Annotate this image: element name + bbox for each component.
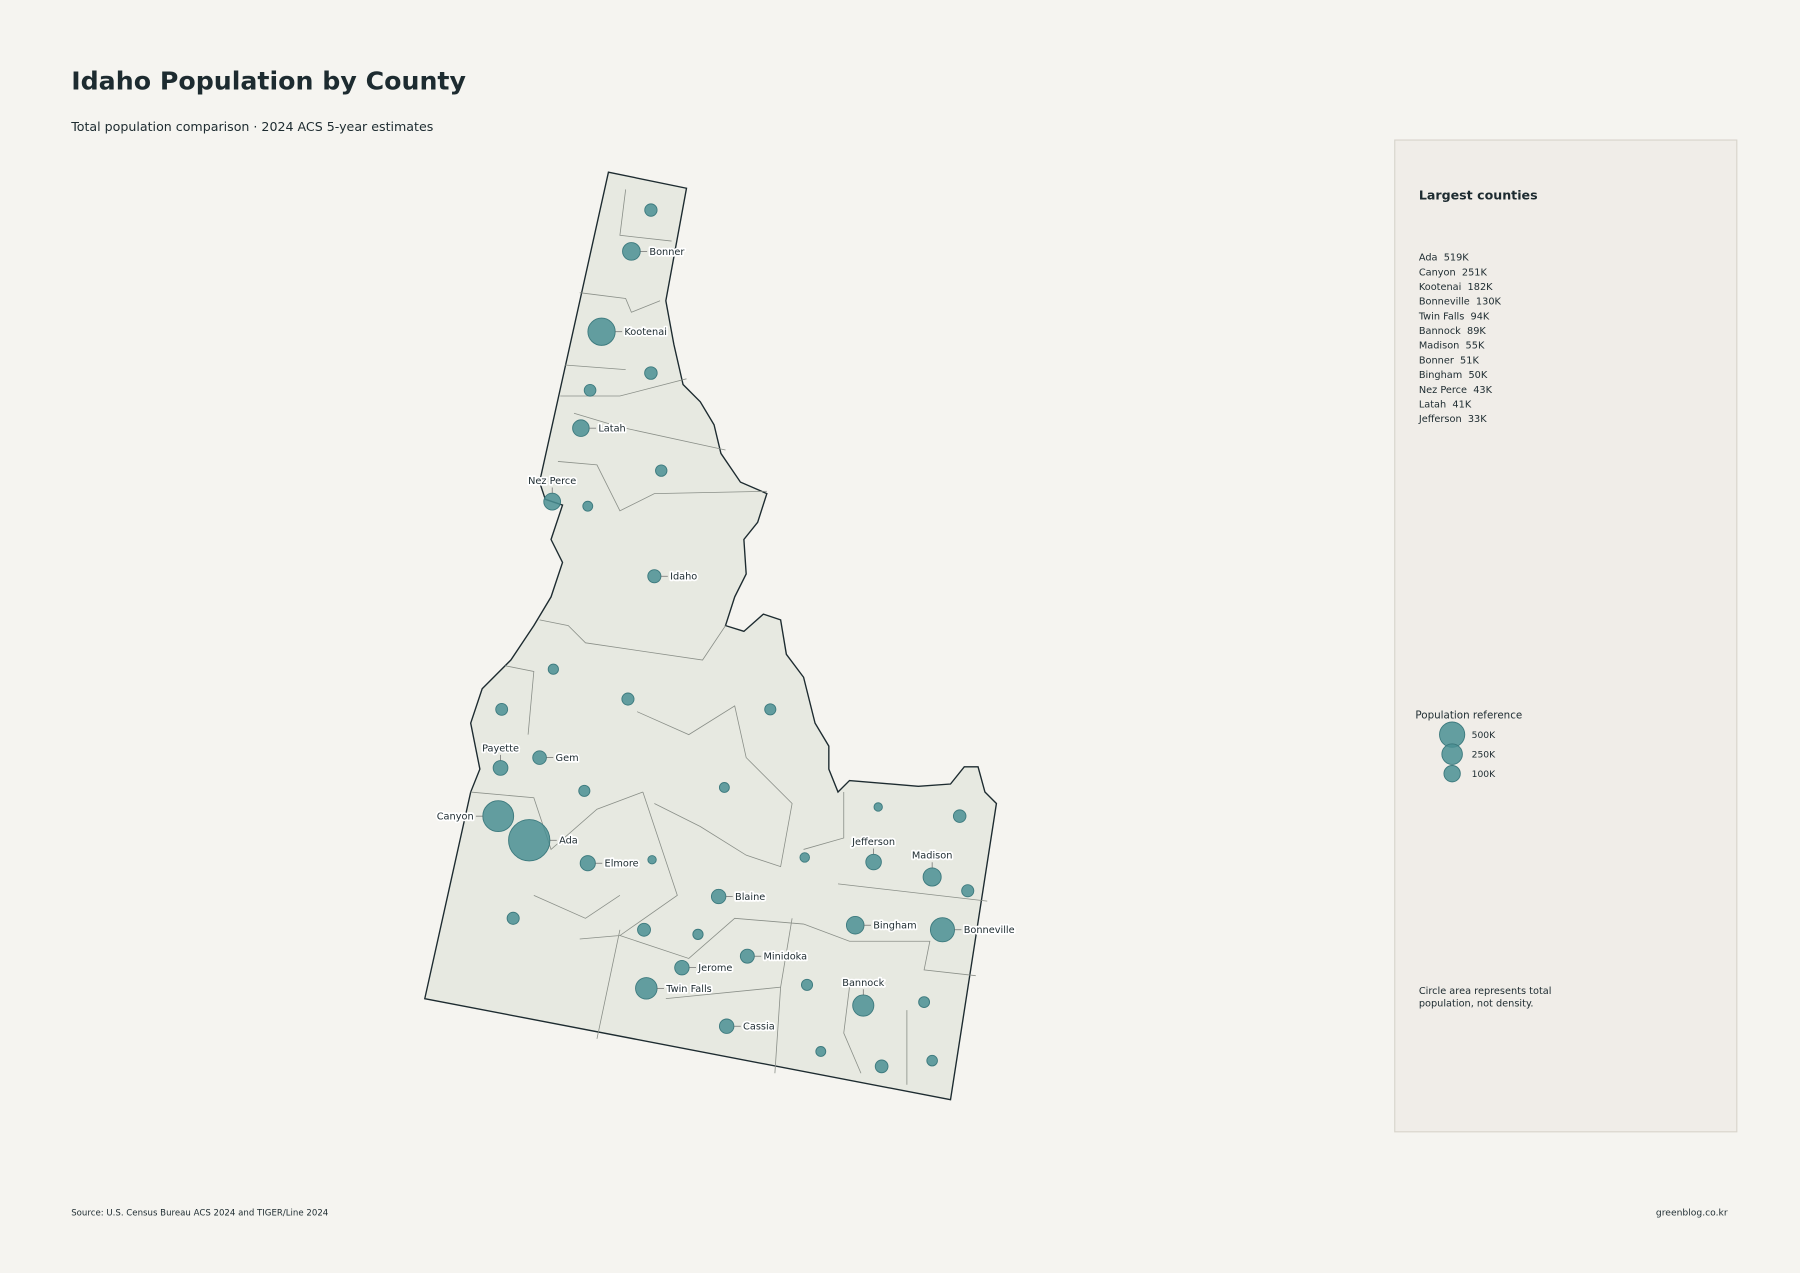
legend-label: 500K xyxy=(1472,730,1497,741)
county-rank-item: Kootenai 182K xyxy=(1419,282,1493,293)
population-bubble xyxy=(815,1046,827,1057)
note: Circle area represents total xyxy=(1419,986,1552,997)
population-bubble xyxy=(874,1059,889,1074)
population-bubble xyxy=(764,703,777,716)
population-bubble xyxy=(852,994,875,1017)
county-label: Nez Perce xyxy=(528,476,576,487)
population-bubble xyxy=(926,1054,938,1067)
county-label: Blaine xyxy=(735,892,765,903)
county-label: Madison xyxy=(912,851,953,862)
population-bubble xyxy=(718,782,730,793)
population-bubble xyxy=(492,760,509,776)
population-bubble xyxy=(543,492,562,511)
county-label: Twin Falls xyxy=(665,984,711,995)
population-bubble xyxy=(845,915,865,935)
credit: greenblog.co.kr xyxy=(1656,1208,1728,1219)
county-label: Bannock xyxy=(842,978,884,989)
population-bubble xyxy=(621,692,635,706)
county-label: Kootenai xyxy=(624,327,667,338)
population-bubble xyxy=(622,242,641,261)
legend-label: 100K xyxy=(1472,769,1497,780)
county-label: Bonneville xyxy=(964,925,1015,936)
population-bubble xyxy=(952,809,967,823)
title: Idaho Population by County xyxy=(71,67,466,96)
county-rank-item: Nez Perce 43K xyxy=(1419,385,1493,396)
population-bubble xyxy=(918,996,931,1009)
county-label: Payette xyxy=(482,743,519,754)
side-panel xyxy=(1394,139,1738,1133)
population-bubble xyxy=(718,1018,735,1034)
county-label: Latah xyxy=(598,424,625,435)
county-label: Ada xyxy=(559,836,578,847)
county-rank-item: Madison 55K xyxy=(1419,341,1485,352)
population-bubble xyxy=(572,419,590,437)
county-rank-item: Jefferson 33K xyxy=(1418,414,1487,425)
population-bubble xyxy=(961,884,975,898)
population-bubble xyxy=(865,853,882,871)
population-bubble xyxy=(655,464,668,477)
population-bubble xyxy=(799,852,810,863)
population-bubble xyxy=(578,784,591,797)
population-bubble xyxy=(547,663,559,675)
population-bubble xyxy=(873,802,883,812)
source: Source: U.S. Census Bureau ACS 2024 and … xyxy=(71,1209,328,1219)
county-label: Bonner xyxy=(649,247,685,258)
county-rank-item: Twin Falls 94K xyxy=(1418,311,1490,322)
population-bubble xyxy=(739,948,755,964)
county-label: Elmore xyxy=(605,859,639,870)
bubble-layer: Bonner Kootenai Latah Nez Perce Idaho Payette… xyxy=(435,203,1016,1074)
population-bubble xyxy=(635,977,658,1000)
population-bubble xyxy=(647,569,662,584)
population-bubble xyxy=(508,819,551,862)
population-bubble xyxy=(922,867,942,887)
population-bubble xyxy=(692,928,704,940)
population-bubble xyxy=(800,978,814,991)
population-bubble xyxy=(929,917,955,943)
population-bubble xyxy=(583,383,597,397)
population-bubble xyxy=(579,855,596,872)
legend-title: Population reference xyxy=(1415,710,1522,722)
county-rank-item: Ada 519K xyxy=(1419,253,1469,264)
state-map xyxy=(423,171,998,1101)
county-label: Jefferson xyxy=(851,837,895,848)
population-bubble xyxy=(644,203,658,217)
county-rank-item: Bonneville 130K xyxy=(1419,297,1502,308)
county-rank-item: Bannock 89K xyxy=(1419,326,1487,337)
legend-label: 250K xyxy=(1472,750,1497,761)
population-bubble xyxy=(587,317,616,346)
population-bubble xyxy=(710,888,727,905)
county-label: Cassia xyxy=(743,1022,775,1033)
population-bubble xyxy=(532,750,547,765)
subtitle: Total population comparison · 2024 ACS 5… xyxy=(70,119,433,134)
population-bubble xyxy=(674,959,690,976)
population-bubble xyxy=(644,366,658,380)
county-label: Canyon xyxy=(437,812,474,823)
population-bubble xyxy=(506,911,520,925)
county-label: Minidoka xyxy=(764,952,808,963)
legend-bubble xyxy=(1441,743,1463,765)
population-bubble xyxy=(637,922,651,937)
county-rank-item: Latah 41K xyxy=(1419,399,1472,410)
county-label: Jerome xyxy=(697,963,732,974)
state-outline xyxy=(423,171,998,1101)
note: population, not density. xyxy=(1419,999,1534,1010)
county-rank-item: Canyon 251K xyxy=(1419,267,1488,278)
population-bubble xyxy=(495,702,509,716)
population-bubble xyxy=(582,500,594,512)
population-bubble xyxy=(647,855,657,865)
panel-heading: Largest counties xyxy=(1419,188,1538,203)
county-label: Gem xyxy=(556,753,579,764)
population-bubble xyxy=(482,800,515,833)
county-label: Bingham xyxy=(873,921,916,932)
county-rank-item: Bonner 51K xyxy=(1419,355,1480,366)
county-rank-item: Bingham 50K xyxy=(1419,370,1488,381)
legend-bubble xyxy=(1443,765,1461,783)
county-label: Idaho xyxy=(670,572,697,583)
